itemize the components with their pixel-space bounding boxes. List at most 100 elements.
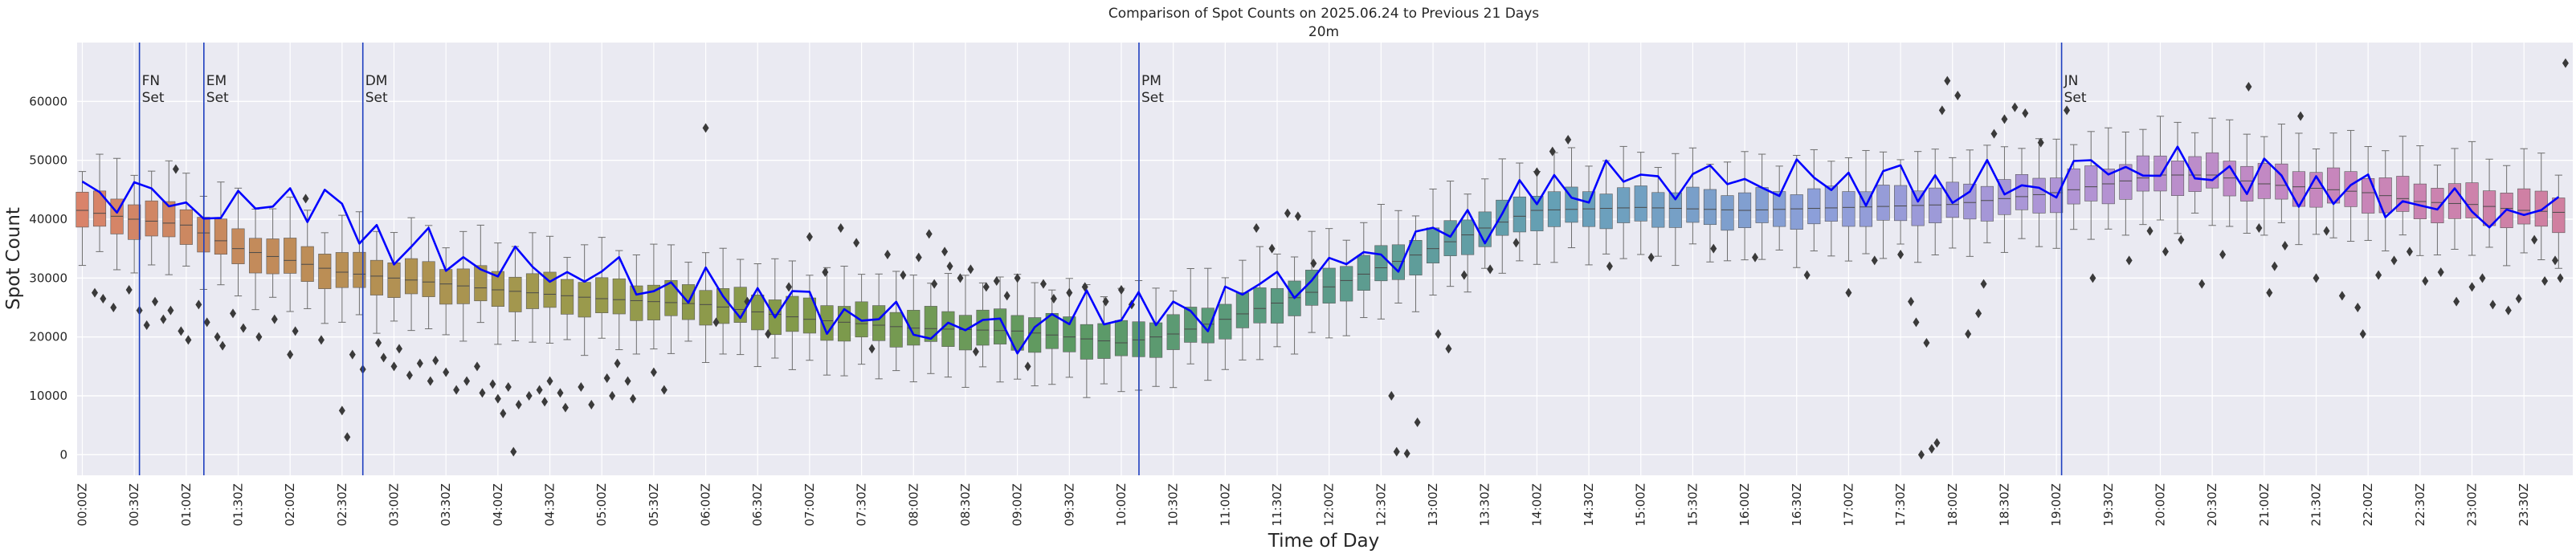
x-tick-label: 17:00Z bbox=[1841, 483, 1855, 527]
outlier bbox=[489, 379, 496, 389]
outlier bbox=[1933, 438, 1941, 448]
outlier bbox=[1975, 308, 1982, 319]
outlier bbox=[1460, 270, 1468, 280]
box bbox=[2465, 182, 2479, 218]
x-tick-label: 00:30Z bbox=[127, 483, 141, 527]
event-label: PM bbox=[1141, 73, 1161, 89]
outlier bbox=[1039, 279, 1047, 289]
box bbox=[664, 279, 678, 316]
box bbox=[889, 312, 903, 348]
box bbox=[1080, 324, 1093, 360]
box bbox=[872, 305, 886, 341]
box bbox=[612, 278, 626, 315]
box bbox=[595, 277, 609, 314]
x-tick-label: 16:00Z bbox=[1737, 483, 1752, 527]
outlier bbox=[172, 164, 179, 174]
outlier bbox=[91, 287, 98, 298]
outlier bbox=[344, 432, 351, 442]
box bbox=[2517, 188, 2531, 225]
box bbox=[2206, 152, 2219, 189]
outlier bbox=[853, 238, 860, 248]
box bbox=[179, 209, 193, 245]
outlier bbox=[2037, 137, 2044, 148]
outlier bbox=[541, 397, 549, 407]
outlier bbox=[203, 317, 210, 328]
outlier bbox=[214, 332, 221, 342]
box bbox=[630, 285, 643, 321]
box bbox=[2170, 161, 2185, 196]
box bbox=[508, 276, 522, 312]
box bbox=[2362, 177, 2375, 214]
outlier bbox=[1938, 105, 1945, 116]
outlier bbox=[546, 376, 553, 386]
outlier bbox=[219, 340, 227, 351]
box bbox=[2067, 168, 2080, 205]
outlier bbox=[443, 367, 450, 377]
outlier bbox=[167, 305, 174, 316]
box bbox=[1703, 189, 1717, 226]
y-tick-label: 10000 bbox=[29, 389, 67, 403]
outlier bbox=[2011, 102, 2019, 112]
box bbox=[1963, 183, 1977, 220]
outlier bbox=[185, 335, 192, 345]
x-tick-label: 14:30Z bbox=[1582, 483, 1596, 527]
outlier bbox=[765, 329, 772, 339]
box bbox=[699, 290, 712, 326]
outlier bbox=[230, 308, 237, 319]
box bbox=[820, 305, 834, 341]
box bbox=[1357, 255, 1370, 291]
outlier bbox=[786, 282, 793, 292]
outlier bbox=[515, 400, 522, 409]
box bbox=[2431, 188, 2444, 223]
outlier bbox=[1445, 344, 1452, 354]
box bbox=[214, 218, 227, 255]
outlier bbox=[2323, 226, 2330, 236]
box bbox=[369, 259, 384, 295]
box bbox=[1807, 188, 1821, 225]
box bbox=[1391, 244, 1405, 280]
event-label: EM bbox=[206, 73, 227, 89]
box bbox=[578, 282, 591, 318]
box bbox=[2292, 171, 2306, 207]
box bbox=[647, 284, 660, 320]
current-day-line bbox=[81, 145, 2560, 355]
y-axis-label: Spot Count bbox=[3, 207, 24, 310]
box bbox=[2015, 174, 2029, 210]
outlier bbox=[406, 370, 413, 381]
box bbox=[128, 204, 141, 240]
x-tick-label: 08:30Z bbox=[958, 483, 973, 527]
outlier bbox=[915, 252, 922, 263]
x-tick-label: 22:30Z bbox=[2413, 483, 2427, 527]
outlier bbox=[1435, 329, 1442, 339]
box bbox=[802, 297, 816, 334]
outlier bbox=[1897, 250, 1904, 259]
outlier bbox=[453, 385, 460, 395]
outlier bbox=[2406, 246, 2413, 257]
outlier bbox=[1913, 317, 1920, 328]
outlier bbox=[1393, 446, 1400, 457]
y-tick-label: 50000 bbox=[29, 153, 67, 168]
outlier bbox=[557, 388, 564, 398]
x-tick-label: 18:00Z bbox=[1945, 483, 1960, 527]
outlier bbox=[957, 273, 964, 283]
outlier bbox=[1990, 128, 1998, 139]
x-tick-label: 23:00Z bbox=[2465, 483, 2480, 527]
outlier bbox=[317, 335, 325, 345]
outlier bbox=[941, 246, 949, 257]
outlier bbox=[900, 270, 907, 280]
x-tick-label: 12:00Z bbox=[1322, 483, 1337, 527]
box bbox=[1114, 320, 1129, 356]
box bbox=[2188, 156, 2202, 192]
x-tick-label: 00:00Z bbox=[75, 483, 89, 527]
y-tick-label: 30000 bbox=[29, 271, 67, 285]
outlier bbox=[178, 326, 185, 336]
box bbox=[958, 315, 973, 351]
box bbox=[1010, 315, 1024, 351]
outlier bbox=[925, 229, 933, 239]
outlier bbox=[2001, 114, 2008, 124]
outlier-points bbox=[91, 58, 2569, 460]
outlier bbox=[2297, 111, 2305, 121]
outlier bbox=[1513, 238, 1520, 248]
box bbox=[439, 269, 453, 305]
outlier bbox=[2562, 58, 2569, 68]
